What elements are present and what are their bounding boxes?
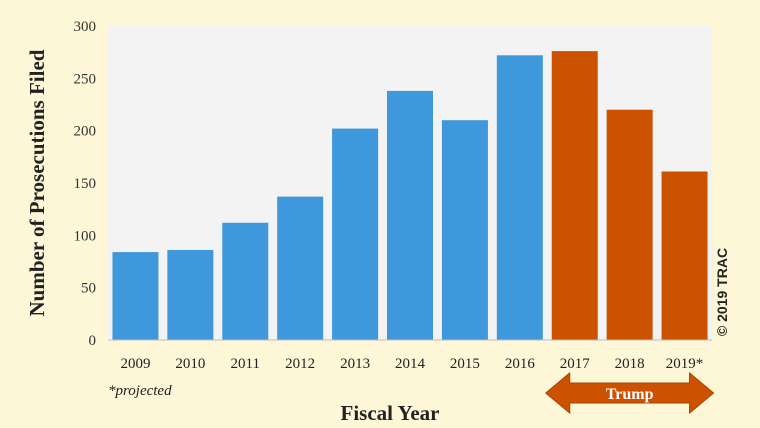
x-tick-label: 2015 xyxy=(450,356,480,372)
bar-2012 xyxy=(277,196,324,340)
x-tick-label: 2010 xyxy=(175,356,205,372)
bar-2015 xyxy=(441,120,488,340)
trump-period-arrow: Trump xyxy=(544,371,715,415)
x-tick-label: 2017 xyxy=(560,356,591,372)
y-tick-label: 250 xyxy=(74,71,97,87)
projected-footnote: *projected xyxy=(108,383,172,399)
bar-2013 xyxy=(332,128,379,340)
x-tick-label: 2016 xyxy=(505,356,536,372)
bar-2016 xyxy=(496,55,543,340)
bar-2014 xyxy=(387,90,433,340)
bar-2010 xyxy=(167,249,214,340)
y-axis-label: Number of Prosecutions Filed xyxy=(25,49,49,316)
bar-2018 xyxy=(606,109,653,340)
bar-2011 xyxy=(222,222,269,340)
y-tick-label: 150 xyxy=(74,176,97,192)
trump-period-label: Trump xyxy=(606,386,654,403)
bars xyxy=(112,51,708,341)
x-tick-label: 2018 xyxy=(615,356,645,372)
x-tick-label: 2014 xyxy=(395,356,426,372)
x-tick-label: 2009 xyxy=(120,356,150,372)
y-axis-ticks: 0 50 100 150 200 250 300 xyxy=(74,19,97,349)
x-tick-label: 2019* xyxy=(666,356,704,372)
y-tick-label: 0 xyxy=(89,333,97,349)
x-tick-label: 2012 xyxy=(285,356,315,372)
x-tick-label: 2013 xyxy=(340,356,370,372)
x-axis-label: Fiscal Year xyxy=(341,401,440,425)
bar-2009 xyxy=(112,252,159,340)
y-tick-label: 50 xyxy=(81,281,96,297)
copyright-label: © 2019 TRAC xyxy=(714,248,730,336)
bar-2017 xyxy=(551,51,598,341)
y-tick-label: 300 xyxy=(74,19,97,35)
bar-2019 xyxy=(661,171,708,340)
y-tick-label: 200 xyxy=(74,124,97,140)
x-axis-ticks: 2009 2010 2011 2012 2013 2014 2015 2016 2017 2018… xyxy=(120,356,703,372)
double-arrow-icon xyxy=(544,371,715,415)
x-tick-label: 2011 xyxy=(231,356,260,372)
y-tick-label: 100 xyxy=(74,228,97,244)
